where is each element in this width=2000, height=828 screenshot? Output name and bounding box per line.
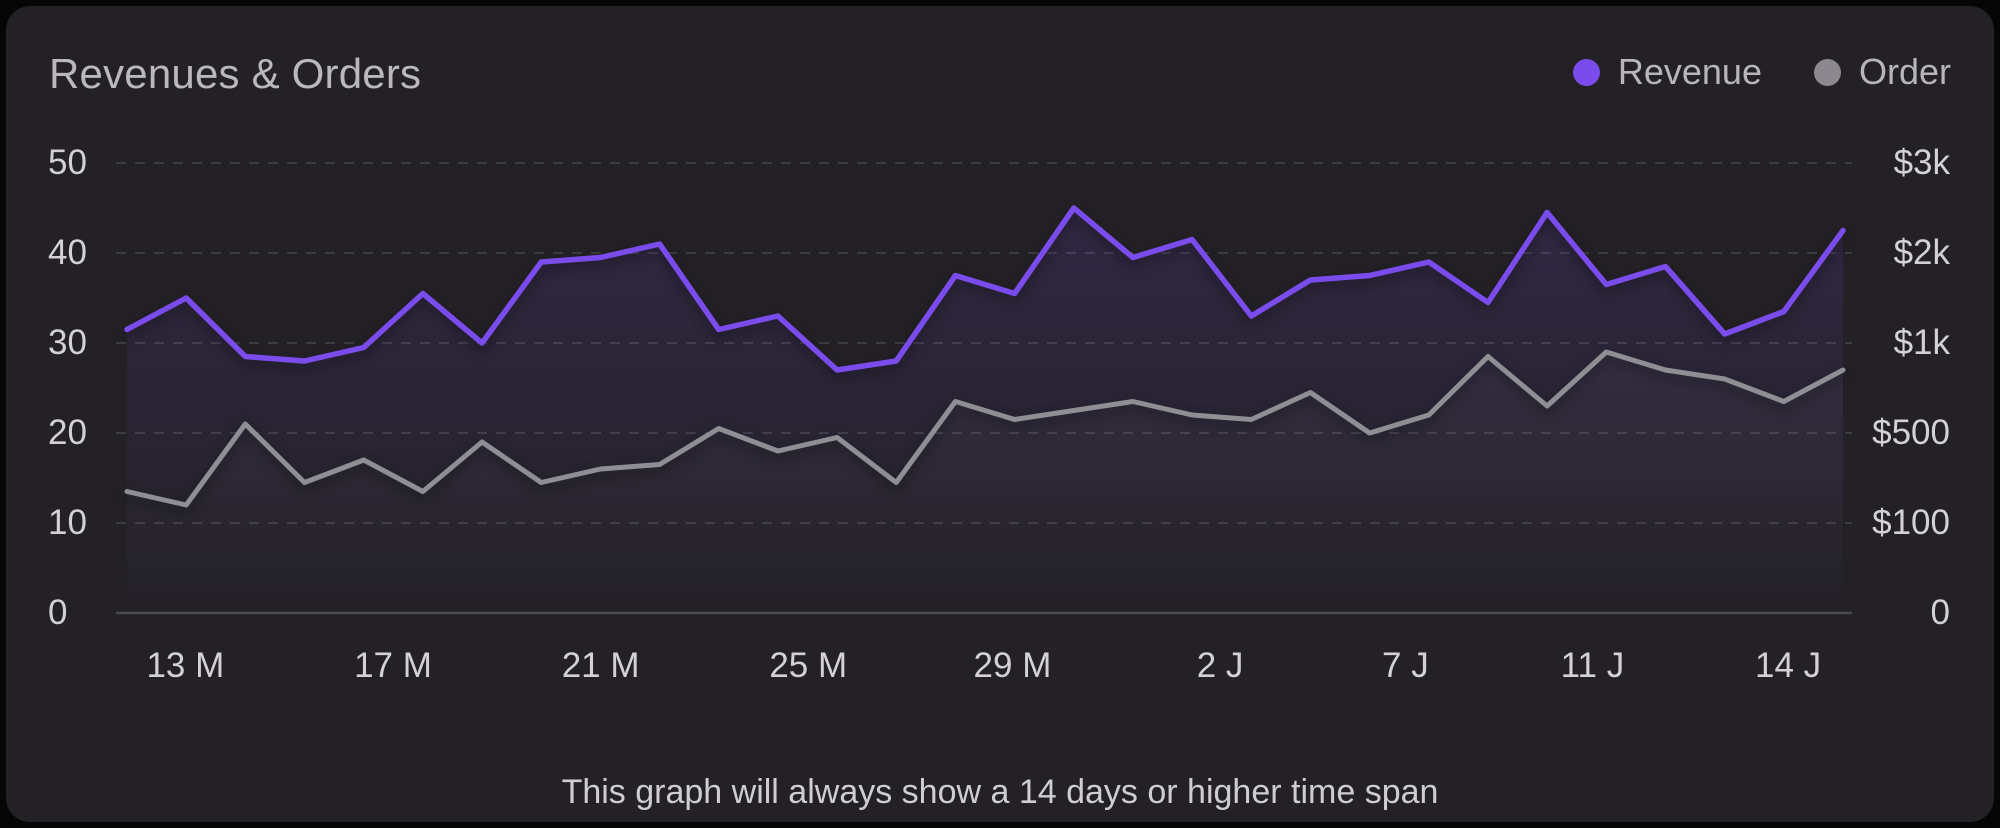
legend-item-order[interactable]: Order <box>1813 51 1951 92</box>
x-axis-label: 29 M <box>973 646 1052 685</box>
x-axis-label: 7 J <box>1382 646 1429 685</box>
legend-item-revenue[interactable]: Revenue <box>1572 51 1762 92</box>
x-axis-label: 13 M <box>146 646 225 685</box>
y-axis-left-label: 50 <box>48 143 87 182</box>
legend-label-revenue: Revenue <box>1617 51 1762 92</box>
y-axis-right-label: $100 <box>1872 503 1950 542</box>
y-axis-right-label: $500 <box>1872 413 1950 452</box>
legend-label-order: Order <box>1858 51 1951 92</box>
x-axis-label: 25 M <box>769 646 848 685</box>
revenue-line <box>124 205 1846 373</box>
x-axis-label: 2 J <box>1196 646 1244 685</box>
x-axis-label: 11 J <box>1560 646 1625 685</box>
y-axis-left-label: 10 <box>48 503 87 542</box>
y-axis-right-label: $3k <box>1893 143 1950 182</box>
legend: Revenue Order <box>1572 51 1951 92</box>
y-axis-left-label: 0 <box>48 593 68 632</box>
y-axis-left-label: 30 <box>48 323 87 362</box>
y-axis-right-label: $1k <box>1893 323 1950 362</box>
chart-footnote: This graph will always show a 14 days or… <box>561 773 1439 811</box>
order-legend-dot-icon <box>1813 58 1841 86</box>
y-axis-right-label: 0 <box>1930 593 1950 632</box>
x-axis-label: 17 M <box>354 646 432 685</box>
x-axis-label: 21 M <box>561 646 640 685</box>
x-axis-label: 14 J <box>1755 646 1822 685</box>
revenue-legend-dot-icon <box>1572 58 1600 86</box>
chart-title: Revenues & Orders <box>49 50 422 97</box>
y-axis-right-label: $2k <box>1893 233 1950 272</box>
order-line <box>124 349 1846 508</box>
y-axis-left-label: 40 <box>48 233 87 272</box>
y-axis-left-label: 20 <box>48 413 87 452</box>
